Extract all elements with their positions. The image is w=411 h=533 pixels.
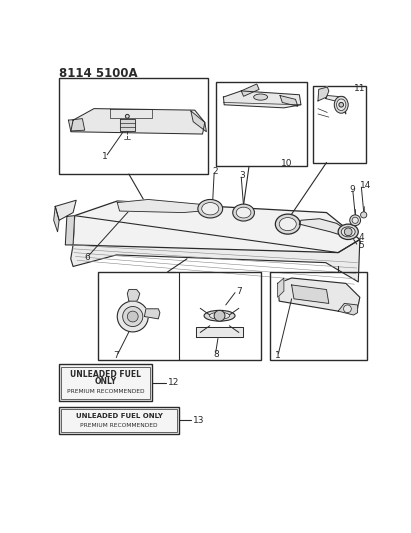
Circle shape — [344, 228, 352, 236]
Text: 9: 9 — [349, 185, 355, 194]
Polygon shape — [71, 109, 205, 134]
Bar — [62, 409, 177, 432]
Polygon shape — [241, 84, 259, 96]
Bar — [270, 272, 367, 360]
Circle shape — [127, 311, 138, 322]
Polygon shape — [54, 206, 59, 232]
Polygon shape — [65, 216, 75, 245]
Bar — [59, 407, 179, 434]
Text: 4: 4 — [358, 233, 364, 241]
Polygon shape — [191, 111, 206, 132]
Polygon shape — [318, 87, 329, 101]
Text: 13: 13 — [193, 416, 205, 425]
Ellipse shape — [334, 96, 348, 113]
Text: UNLEADED FUEL: UNLEADED FUEL — [70, 370, 141, 379]
Text: ONLY: ONLY — [95, 377, 117, 386]
Polygon shape — [280, 95, 298, 106]
Circle shape — [360, 212, 367, 218]
Text: 7: 7 — [113, 351, 119, 360]
Polygon shape — [292, 285, 329, 303]
Bar — [59, 364, 152, 401]
Ellipse shape — [338, 224, 358, 239]
Bar — [313, 85, 366, 163]
Polygon shape — [127, 289, 140, 301]
Text: 7: 7 — [237, 287, 242, 296]
Circle shape — [350, 215, 360, 225]
Text: UNLEADED FUEL ONLY: UNLEADED FUEL ONLY — [76, 413, 163, 419]
Text: 8: 8 — [213, 350, 219, 359]
Ellipse shape — [204, 310, 235, 321]
Circle shape — [122, 306, 143, 327]
Text: 5: 5 — [358, 241, 364, 250]
Text: PREMIUM RECOMMENDED: PREMIUM RECOMMENDED — [81, 423, 158, 429]
Polygon shape — [73, 201, 360, 253]
Ellipse shape — [275, 214, 300, 234]
Circle shape — [339, 102, 344, 107]
Ellipse shape — [337, 99, 346, 110]
Ellipse shape — [198, 199, 223, 218]
Bar — [62, 367, 150, 399]
Polygon shape — [299, 219, 346, 236]
Circle shape — [352, 217, 358, 223]
Text: 3: 3 — [239, 171, 245, 180]
Polygon shape — [117, 199, 210, 213]
Polygon shape — [144, 309, 160, 319]
Text: 2: 2 — [212, 167, 218, 176]
Text: 12: 12 — [169, 378, 180, 387]
Text: 8114 5100A: 8114 5100A — [59, 67, 138, 80]
Ellipse shape — [254, 94, 268, 100]
Circle shape — [214, 310, 225, 321]
Polygon shape — [120, 119, 135, 131]
Text: 14: 14 — [360, 181, 371, 190]
Text: PREMIUM RECOMMENDED: PREMIUM RECOMMENDED — [67, 390, 144, 394]
Text: 10: 10 — [281, 159, 292, 168]
Ellipse shape — [341, 227, 355, 237]
Ellipse shape — [233, 204, 254, 221]
Text: 11: 11 — [353, 84, 365, 93]
Polygon shape — [224, 91, 301, 108]
Text: 6: 6 — [85, 253, 90, 262]
Polygon shape — [326, 95, 346, 114]
Circle shape — [117, 301, 148, 332]
Text: 1: 1 — [102, 152, 108, 161]
Polygon shape — [278, 278, 360, 311]
Bar — [216, 82, 307, 166]
Polygon shape — [109, 109, 152, 118]
Bar — [98, 272, 261, 360]
Polygon shape — [71, 216, 360, 282]
Bar — [59, 78, 208, 174]
Polygon shape — [68, 119, 85, 131]
Ellipse shape — [210, 312, 230, 319]
Ellipse shape — [202, 203, 219, 215]
Text: 1: 1 — [275, 351, 280, 360]
Ellipse shape — [236, 207, 251, 218]
Circle shape — [344, 305, 351, 313]
Circle shape — [125, 115, 129, 118]
Polygon shape — [338, 303, 358, 315]
Polygon shape — [278, 278, 284, 297]
Ellipse shape — [279, 217, 296, 231]
Polygon shape — [196, 327, 243, 337]
Polygon shape — [55, 200, 76, 220]
